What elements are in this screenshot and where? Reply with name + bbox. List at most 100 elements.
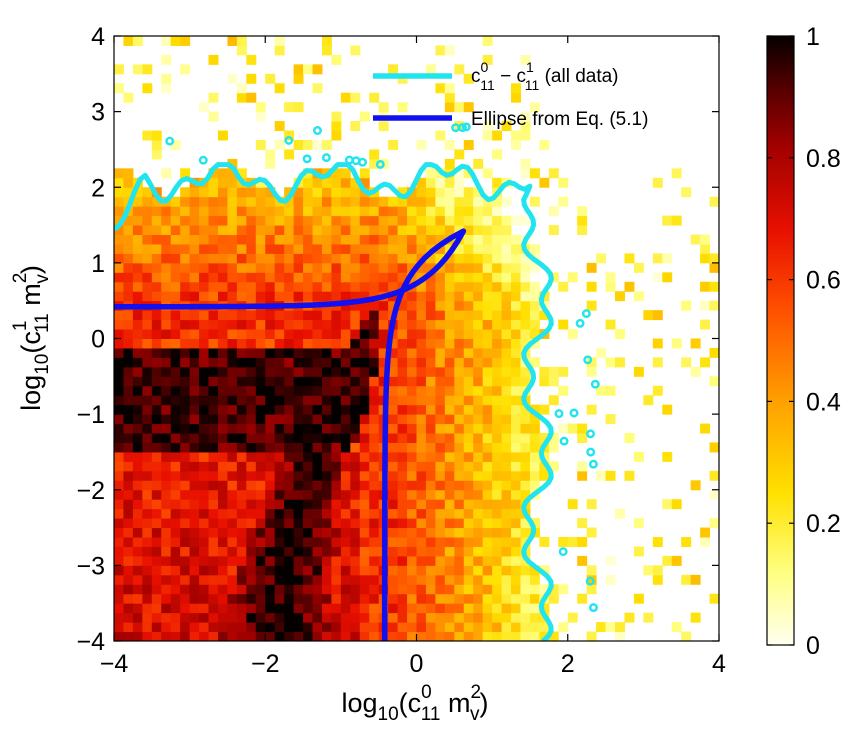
- heatmap-cell: [123, 622, 134, 633]
- heatmap-cell: [255, 253, 266, 264]
- heatmap-cell: [435, 593, 446, 604]
- heatmap-cell: [151, 593, 162, 604]
- heatmap-cell: [189, 338, 200, 349]
- heatmap-cell: [492, 470, 503, 481]
- heatmap-cell: [350, 281, 361, 292]
- heatmap-cell: [161, 489, 172, 500]
- heatmap-cell: [246, 187, 257, 198]
- heatmap-cell: [492, 272, 503, 283]
- heatmap-cell: [652, 177, 663, 188]
- heatmap-cell: [199, 622, 210, 633]
- heatmap-cell: [227, 593, 238, 604]
- heatmap-cell: [492, 385, 503, 396]
- heatmap-cell: [180, 593, 191, 604]
- heatmap-cell: [284, 225, 295, 236]
- heatmap-cell: [444, 253, 455, 264]
- heatmap-cell: [359, 300, 370, 311]
- heatmap-cell: [425, 546, 436, 557]
- heatmap-cell: [501, 527, 512, 538]
- heatmap-cell: [378, 234, 389, 245]
- heatmap-cell: [397, 555, 408, 566]
- heatmap-cell: [397, 622, 408, 633]
- heatmap-cell: [331, 451, 342, 462]
- heatmap-cell: [189, 243, 200, 254]
- heatmap-cell: [492, 480, 503, 491]
- heatmap-cell: [473, 574, 484, 585]
- heatmap-cell: [407, 404, 417, 415]
- heatmap-cell: [407, 622, 417, 633]
- heatmap-cell: [350, 121, 361, 132]
- heatmap-cell: [293, 414, 304, 425]
- heatmap-cell: [312, 272, 323, 283]
- heatmap-cell: [501, 489, 512, 500]
- heatmap-cell: [501, 631, 512, 641]
- heatmap-cell: [529, 451, 540, 462]
- heatmap-cell: [132, 206, 143, 217]
- heatmap-cell: [293, 357, 304, 368]
- heatmap-cell: [170, 489, 181, 500]
- heatmap-cell: [161, 73, 172, 84]
- contour-island: [588, 459, 598, 469]
- heatmap-cell: [407, 461, 417, 472]
- heatmap-cell: [350, 631, 361, 641]
- heatmap-cell: [284, 187, 295, 198]
- heatmap-cell: [492, 300, 503, 311]
- heatmap-cell: [246, 272, 257, 283]
- heatmap-cell: [236, 518, 247, 529]
- heatmap-cell: [473, 414, 484, 425]
- heatmap-cell: [662, 272, 673, 283]
- heatmap-cell: [265, 262, 276, 273]
- heatmap-cell: [529, 329, 540, 339]
- heatmap-cell: [180, 253, 191, 264]
- heatmap-cell: [321, 518, 332, 529]
- heatmap-cell: [397, 404, 408, 415]
- heatmap-cell: [359, 291, 370, 302]
- heatmap-cell: [170, 470, 181, 481]
- heatmap-cell: [321, 404, 332, 415]
- heatmap-cell: [340, 593, 351, 604]
- heatmap-cell: [454, 423, 465, 434]
- heatmap-cell: [350, 206, 361, 217]
- heatmap-cell: [142, 631, 153, 641]
- heatmap-cell: [236, 215, 247, 226]
- heatmap-cell: [397, 102, 408, 113]
- heatmap-cell: [236, 196, 247, 207]
- heatmap-cell: [369, 499, 380, 510]
- heatmap-cell: [605, 272, 616, 283]
- heatmap-cell: [350, 565, 361, 576]
- heatmap-cell: [397, 451, 408, 462]
- heatmap-cell: [151, 489, 162, 500]
- heatmap-cell: [681, 574, 692, 585]
- heatmap-cell: [293, 395, 304, 406]
- heatmap-cell: [435, 537, 446, 547]
- heatmap-cell: [161, 499, 172, 510]
- heatmap-cell: [161, 347, 172, 358]
- heatmap-cell: [378, 338, 389, 349]
- heatmap-cell: [189, 442, 200, 453]
- heatmap-cell: [511, 376, 521, 387]
- heatmap-cell: [312, 395, 323, 406]
- heatmap-cell: [284, 234, 295, 245]
- heatmap-cell: [293, 499, 304, 510]
- heatmap-cell: [170, 518, 181, 529]
- heatmap-cell: [293, 329, 304, 339]
- heatmap-cell: [416, 281, 427, 292]
- heatmap-cell: [199, 404, 210, 415]
- heatmap-cell: [520, 451, 531, 462]
- heatmap-cell: [407, 414, 417, 425]
- heatmap-cell: [482, 395, 493, 406]
- heatmap-cell: [567, 329, 578, 339]
- heatmap-cell: [529, 603, 540, 614]
- heatmap-cell: [151, 376, 162, 387]
- heatmap-cell: [369, 631, 380, 641]
- heatmap-cell: [293, 537, 304, 547]
- heatmap-cell: [161, 366, 172, 377]
- heatmap-cell: [170, 433, 181, 443]
- heatmap-cell: [321, 366, 332, 377]
- heatmap-cell: [321, 253, 332, 264]
- heatmap-cell: [511, 612, 521, 623]
- heatmap-cell: [189, 253, 200, 264]
- heatmap-cell: [274, 404, 285, 415]
- heatmap-cell: [473, 357, 484, 368]
- heatmap-cell: [473, 451, 484, 462]
